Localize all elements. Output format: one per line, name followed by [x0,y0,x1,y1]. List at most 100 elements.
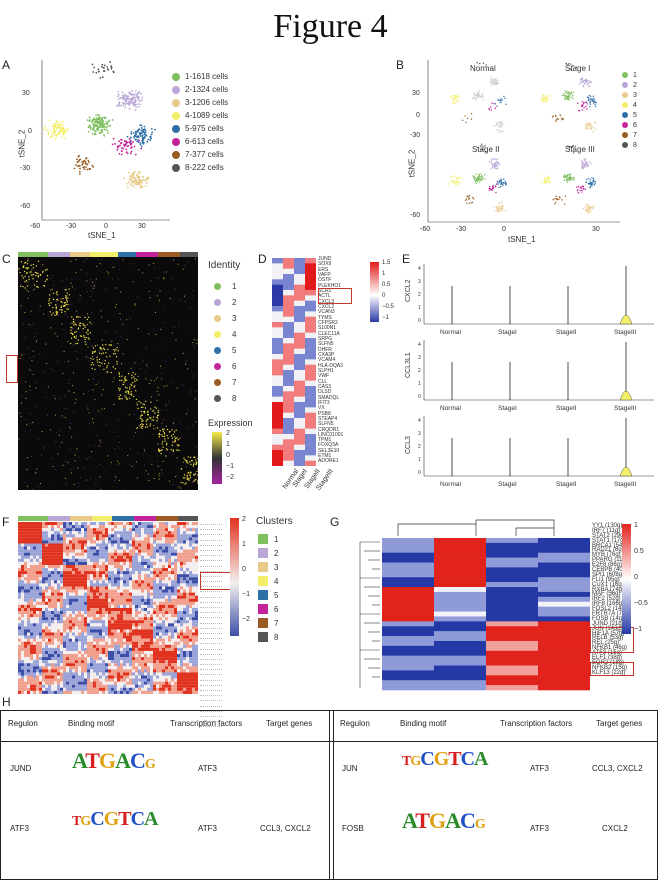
c-expression-cell [165,448,168,450]
d-gene-label: CRQDR1 [318,426,340,433]
f-heat-cell [69,558,72,562]
f-heat-cell [81,614,84,618]
b-cell-point [592,181,594,184]
f-heat-cell [174,525,177,529]
f-heat-cell [24,620,27,624]
a-cell-point [82,166,85,169]
f-heat-cell [36,620,39,624]
c-expression-cell [184,477,186,479]
c-expression-cell [189,461,191,463]
c-expression-cell [35,274,37,277]
b-legend-label: 4 [633,101,637,109]
c-noise-cell [91,345,93,347]
a-cell-point [136,140,139,143]
c-expression-cell [61,309,63,311]
f-heat-cell [132,568,135,572]
c-expression-cell [64,310,66,313]
a-legend-swatch [172,137,180,146]
f-heat-cell [156,552,159,556]
f-heat-cell [63,552,66,556]
f-heat-cell [75,537,78,541]
f-heat-cell [129,614,132,618]
b-cell-point [592,205,595,207]
f-heat-cell [177,531,180,535]
a-cell-point [118,140,120,143]
f-heat-cell [99,528,102,532]
c-expression-cell [24,275,26,278]
a-cell-point [137,175,139,178]
f-heat-cell [177,601,180,605]
c-noise-cell [161,378,163,380]
f-heat-cell [123,552,126,556]
a-cell-point [139,135,142,137]
f-heat-cell [45,598,48,602]
f-heat-cell [144,525,147,529]
f-heat-cell [177,534,180,538]
a-cell-point [138,128,141,131]
f-heat-cell [51,589,54,593]
c-expression-cell [68,288,70,290]
f-heat-cell [174,614,177,618]
b-cell-point [474,97,476,99]
f-heat-cell [174,528,177,532]
d-heat-cell [272,396,283,403]
f-heat-cell [27,534,30,538]
f-heat-cell [132,629,135,633]
f-heat-cell [144,607,147,612]
f-heat-cell [99,611,102,615]
f-heat-cell [159,568,162,572]
c-noise-cell [94,444,96,446]
f-heat-cell [108,577,111,581]
c-noise-cell [160,409,162,411]
f-heat-cell [66,564,69,569]
a-cell-point [53,134,56,137]
f-heat-cell [183,583,186,587]
f-heat-cell [129,549,132,553]
a-cell-point [106,129,109,132]
f-heat-cell [39,620,42,624]
f-heat-cell [117,586,120,590]
f-heat-cell [138,568,141,572]
a-legend-swatch [172,111,180,120]
f-heat-cell [69,592,72,596]
b-cell-point [590,125,593,128]
d-heat-cell [294,311,305,317]
c-expression-cell [79,335,82,337]
c-noise-cell [161,472,163,474]
f-heat-cell [60,558,63,562]
e-group-label: StageIII [614,329,637,336]
a-cell-point [95,71,98,74]
c-noise-cell [90,290,92,292]
c-expression-cell [22,266,24,268]
e-group-label: Normal [440,481,462,488]
f-heat-cell [159,571,162,575]
f-heat-cell [111,571,114,575]
f-heat-cell [126,531,129,535]
c-expression-cell [102,344,104,346]
c-noise-cell [72,328,74,330]
a-cell-point [99,126,101,129]
c-expression-cell [138,400,140,403]
f-heat-cell [177,589,180,593]
f-heat-cell [57,543,60,547]
c-expression-cell [141,420,143,422]
f-heat-cell [138,623,141,627]
c-expression-cell [154,412,156,414]
f-heat-cell [120,543,123,547]
f-heat-cell [165,525,168,529]
f-heat-cell [21,555,24,559]
b-cell-point [580,187,582,190]
b-cell-point [496,121,498,123]
f-heat-cell [54,617,57,621]
b-cell-point [570,145,572,148]
a-cell-point [134,109,137,111]
c-noise-cell [153,477,155,479]
f-heat-cell [33,626,36,630]
b-cell-point [495,124,497,126]
f-heat-cell [114,537,117,541]
b-cell-point [491,189,493,191]
f-heat-cell [90,586,93,590]
f-heat-cell [33,601,36,605]
f-heat-cell [186,574,189,578]
